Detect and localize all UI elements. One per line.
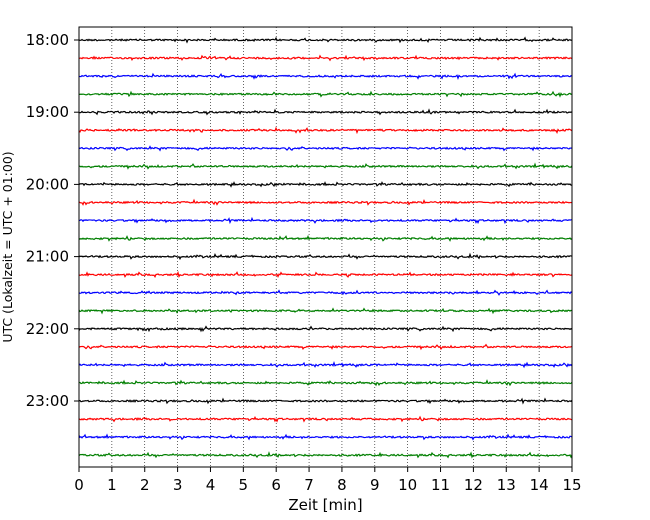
x-tick-label: 6 [271, 476, 281, 494]
trace-2045 [78, 234, 573, 242]
x-axis-ticks: 0 1 2 3 4 5 6 7 8 9 10 11 12 13 14 15 [74, 467, 582, 494]
y-tick-label: 18:00 [26, 31, 69, 49]
x-tick-label: 11 [431, 476, 450, 494]
trace-2315 [78, 415, 573, 423]
trace-2100 [78, 252, 573, 261]
trace-2245 [78, 379, 573, 387]
trace-1845 [78, 90, 573, 98]
trace-1900 [78, 108, 573, 116]
x-tick-label: 3 [173, 476, 183, 494]
x-tick-label: 0 [74, 476, 84, 494]
trace-2200 [78, 325, 573, 333]
x-tick-label: 4 [206, 476, 216, 494]
trace-2115 [78, 270, 573, 279]
trace-1945 [78, 162, 573, 170]
trace-1915 [78, 126, 573, 135]
x-tick-label: 10 [398, 476, 417, 494]
trace-2030 [78, 216, 572, 225]
trace-1815 [78, 54, 573, 62]
trace-2330 [78, 433, 573, 441]
x-tick-label: 7 [304, 476, 314, 494]
y-tick-label: 19:00 [26, 103, 69, 121]
grid-lines [111, 27, 540, 467]
x-tick-label: 13 [497, 476, 516, 494]
y-tick-label: 22:00 [26, 320, 69, 338]
trace-1800 [78, 36, 573, 44]
trace-2345 [78, 451, 573, 459]
x-tick-label: 8 [337, 476, 347, 494]
trace-2130 [78, 289, 573, 296]
trace-2000 [78, 181, 573, 188]
y-axis-ticks: 18:00 19:00 20:00 21:00 22:00 23:00 [26, 31, 79, 410]
x-tick-label: 2 [140, 476, 150, 494]
x-tick-label: 15 [562, 476, 581, 494]
x-tick-label: 5 [239, 476, 249, 494]
trace-2145 [78, 307, 573, 315]
y-tick-label: 21:00 [26, 248, 69, 266]
trace-1830 [78, 72, 573, 81]
trace-1930 [78, 145, 573, 152]
x-tick-label: 14 [530, 476, 549, 494]
trace-2300 [78, 397, 573, 405]
x-axis-label: Zeit [min] [288, 496, 362, 514]
x-tick-label: 1 [107, 476, 117, 494]
trace-2230 [78, 360, 573, 369]
x-tick-label: 9 [370, 476, 380, 494]
trace-2215 [78, 343, 573, 351]
plot-frame [78, 26, 573, 468]
y-tick-label: 20:00 [26, 175, 69, 193]
y-axis-label: UTC (Lokalzeit = UTC + 01:00) [0, 151, 15, 342]
trace-2015 [78, 198, 573, 206]
x-tick-label: 12 [464, 476, 483, 494]
seismic-traces [78, 36, 573, 459]
y-tick-label: 23:00 [26, 392, 69, 410]
